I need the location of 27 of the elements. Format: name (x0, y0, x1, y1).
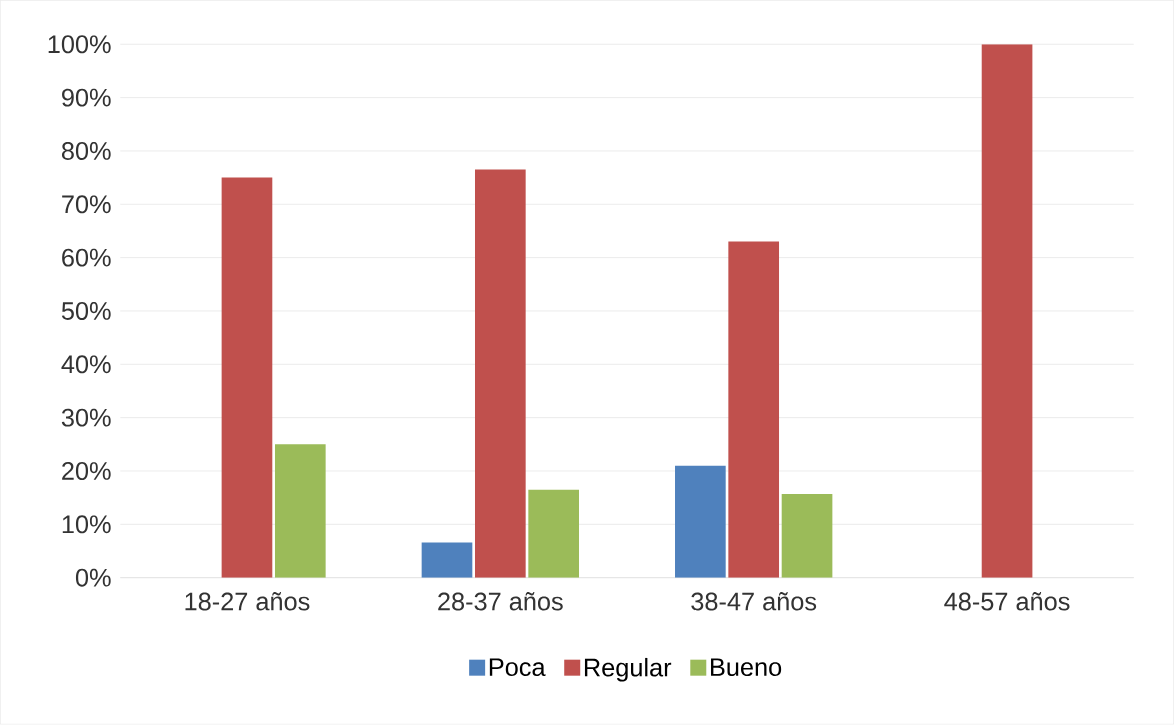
bar (221, 177, 273, 578)
y-tick-label: 60% (62, 248, 111, 267)
bar (675, 465, 726, 578)
legend-label: Poca (489, 658, 546, 677)
y-tick-label: 20% (62, 462, 111, 481)
x-tick-label: 38-47 años (691, 592, 817, 611)
bar (274, 444, 326, 578)
bar (781, 494, 833, 578)
x-tick-label: 48-57 años (944, 592, 1070, 611)
x-tick-label: 18-27 años (185, 592, 310, 611)
y-tick-label: 100% (48, 35, 111, 54)
x-tick-label: 28-37 años (438, 592, 563, 611)
y-tick-label: 80% (61, 142, 111, 161)
y-tick-label: 30% (61, 408, 111, 427)
legend-label: Regular (584, 658, 672, 682)
bar (421, 542, 473, 578)
bar (728, 241, 780, 578)
legend-label: Bueno (711, 658, 782, 677)
y-tick-label: 10% (62, 515, 111, 534)
bar (981, 44, 1033, 578)
y-tick-label: 40% (61, 355, 111, 374)
y-tick-label: 70% (62, 195, 111, 214)
bar (474, 169, 526, 578)
y-tick-label: 90% (62, 88, 111, 107)
y-tick-label: 50% (61, 302, 111, 321)
y-tick-label: 0% (75, 568, 111, 587)
bar (528, 489, 580, 578)
